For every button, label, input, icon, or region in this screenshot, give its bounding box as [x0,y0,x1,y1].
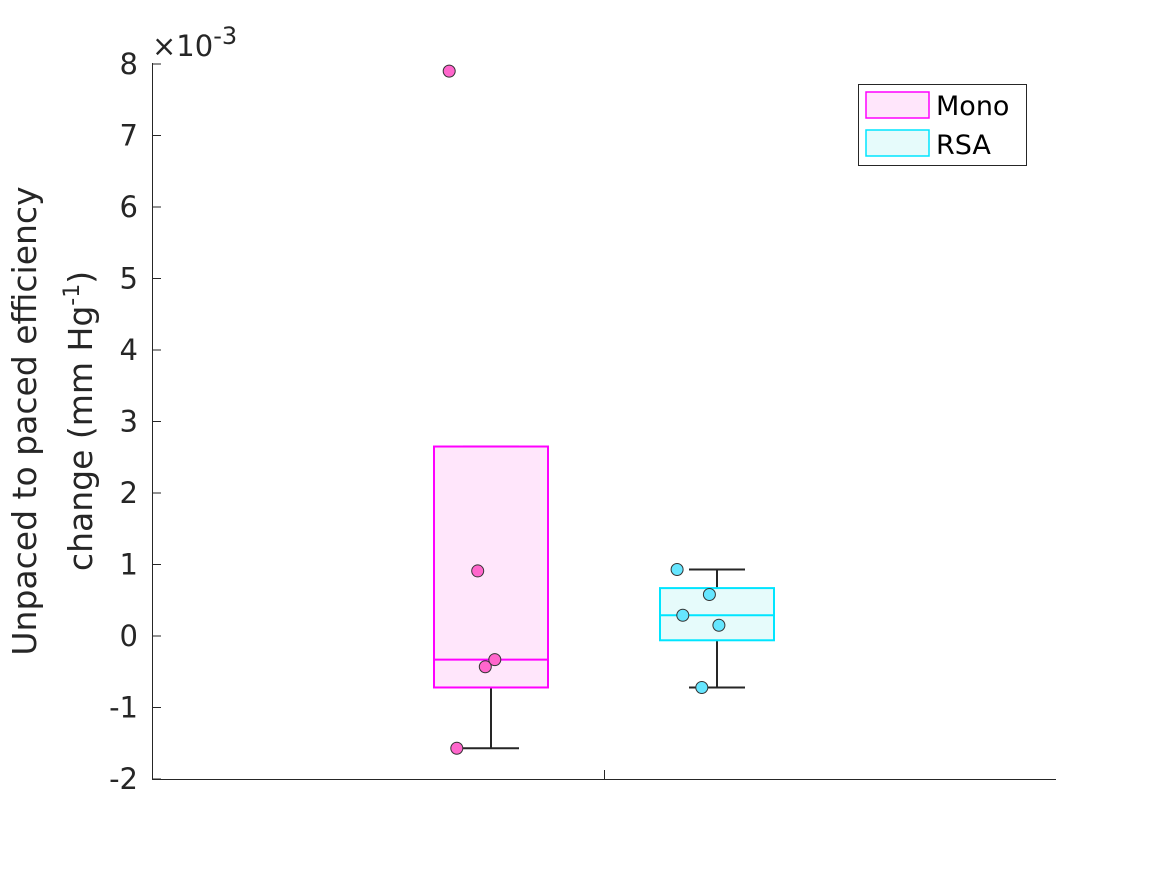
y-tick-label: 5 [120,262,138,296]
y-axis-multiplier-exponent: -3 [213,22,237,50]
y-tick-label: 1 [120,548,138,582]
data-point [488,653,502,667]
y-axis-label-line2-suffix: ) [61,271,100,284]
y-axis-multiplier: ×10-3 [152,22,237,63]
legend-label-rsa: RSA [936,130,991,161]
y-axis-label-line2-prefix: change (mm Hg [61,306,100,571]
y-axis-ticks: -2 -1 0 1 2 3 4 5 6 7 8 [109,47,161,796]
y-tick-label: 6 [120,190,138,224]
data-point [442,64,456,78]
data-point [695,680,709,694]
box-series-group [433,64,775,755]
box-iqr [433,445,549,689]
y-tick-label: 7 [120,119,138,153]
data-point [670,563,684,577]
y-tick-label: -2 [109,762,138,796]
data-point [712,618,726,632]
legend-swatch-rsa [865,129,930,157]
y-tick-label: 3 [120,405,138,439]
y-tick-label: 2 [120,476,138,510]
legend-swatch-mono [865,91,930,119]
data-point [676,608,690,622]
legend-label-mono: Mono [936,91,1009,122]
y-tick-label: 4 [120,333,138,367]
y-axis-multiplier-base: ×10 [152,29,213,63]
legend: Mono RSA [858,84,1027,166]
box-series-mono [433,64,549,755]
y-axis-label-line1: Unpaced to paced efficiency [5,186,44,655]
y-tick-label: -1 [109,691,138,725]
y-tick-label: 8 [120,47,138,81]
y-tick-label: 0 [120,619,138,653]
data-point [478,660,492,674]
data-point [471,564,485,578]
box-series-rsa [659,563,775,694]
y-axis-label-line2: change (mm Hg-1) [60,271,100,571]
data-point [702,588,716,602]
data-point [450,741,464,755]
y-axis-label-line2-sup: -1 [60,284,85,306]
